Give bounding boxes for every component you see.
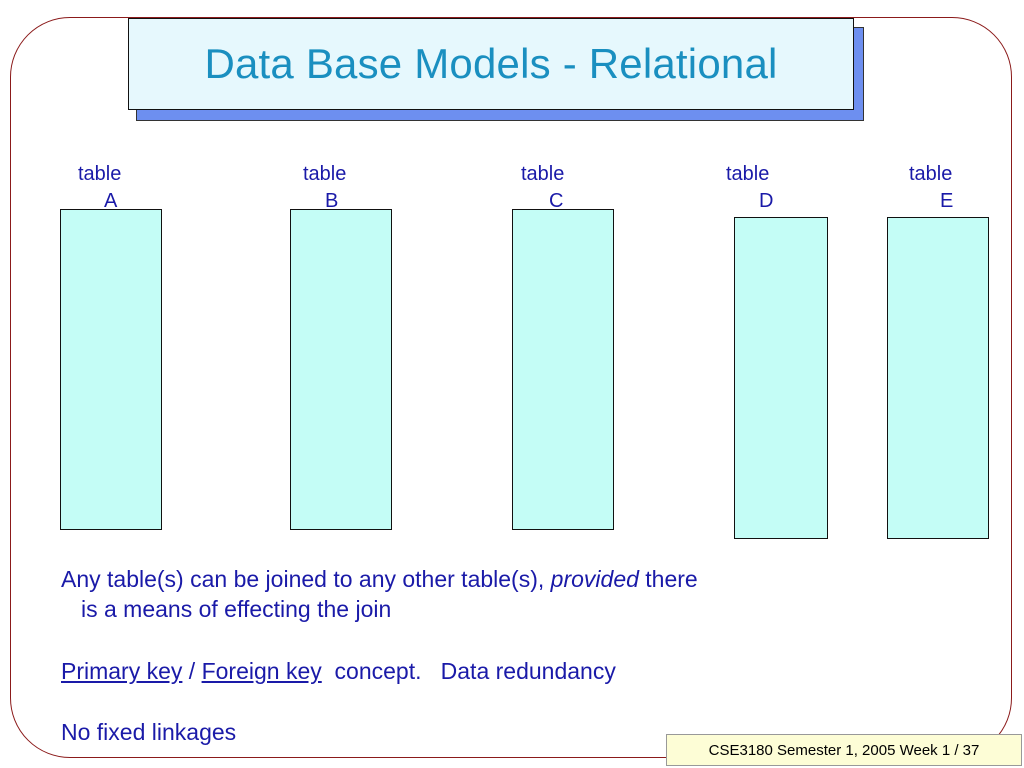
table-a-letter: A (104, 190, 118, 212)
table-b-box (290, 209, 392, 530)
title-box: Data Base Models - Relational (128, 18, 854, 110)
table-c-letter: C (549, 190, 564, 212)
table-d-box (734, 217, 828, 539)
table-d-word: table (726, 163, 770, 185)
key-separator: / (182, 658, 202, 684)
table-c-word: table (521, 163, 565, 185)
provided-emphasis: provided (550, 566, 639, 592)
table-c-box (512, 209, 614, 530)
join-text-before: Any table(s) can be joined to any other … (61, 566, 551, 592)
key-concept-text: concept. Data redundancy (321, 658, 616, 684)
slide-title: Data Base Models - Relational (204, 40, 778, 87)
join-text-after: there (638, 566, 698, 592)
join-text-line2: is a means of effecting the join (81, 596, 392, 622)
table-e-box (887, 217, 989, 539)
table-b-letter: B (325, 190, 339, 212)
table-e-word: table (909, 163, 953, 185)
foreign-key-link[interactable]: Foreign key (201, 658, 322, 684)
join-paragraph: Any table(s) can be joined to any other … (61, 564, 698, 624)
table-a-box (60, 209, 162, 530)
table-e-letter: E (940, 190, 954, 212)
slide-frame (10, 17, 1012, 758)
key-paragraph: Primary key / Foreign key concept. Data … (61, 656, 616, 686)
table-b-word: table (303, 163, 347, 185)
table-a-word: table (78, 163, 122, 185)
primary-key-link[interactable]: Primary key (61, 658, 183, 684)
linkages-paragraph: No fixed linkages (61, 719, 237, 745)
slide-footer: CSE3180 Semester 1, 2005 Week 1 / 37 (666, 734, 1022, 766)
table-d-letter: D (759, 190, 774, 212)
